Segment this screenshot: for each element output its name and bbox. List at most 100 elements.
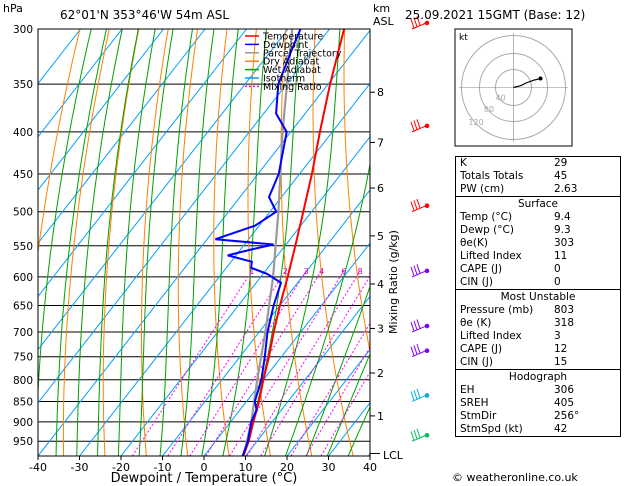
mixing-ratio-label: 10 xyxy=(368,267,378,276)
row-label: CAPE (J) xyxy=(460,343,503,355)
dewpoint-line xyxy=(215,29,302,456)
copyright: © weatheronline.co.uk xyxy=(452,471,578,484)
row-value: 9.4 xyxy=(554,211,571,223)
row-label: CAPE (J) xyxy=(460,263,503,275)
hodograph-ring-label: 120 xyxy=(468,118,483,127)
row-label: Totals Totals xyxy=(460,170,524,182)
most-unstable-rows: Pressure (mb) 803 θe (K) 318 Lifted Index 3 CA… xyxy=(456,304,620,369)
chart-grid xyxy=(38,29,370,456)
km-tick-label: 6 xyxy=(377,182,384,195)
row-value: 256° xyxy=(554,410,580,422)
row-value: 29 xyxy=(554,157,568,169)
pressure-tick-label: 700 xyxy=(13,327,33,339)
table-row: Lifted Index 3 xyxy=(456,330,620,343)
table-row: StmDir 256° xyxy=(456,410,620,423)
surface-rows: Temp (°C) 9.4 Dewp (°C) 9.3 θe(K) 303 Lifted I… xyxy=(456,211,620,289)
pressure-tick-label: 400 xyxy=(13,127,33,139)
wet-adiabat-line xyxy=(305,285,370,456)
mixing-ratio-line xyxy=(167,270,286,456)
row-label: CIN (J) xyxy=(460,356,493,368)
hodograph-point xyxy=(538,76,543,81)
table-row: CAPE (J) 0 xyxy=(456,263,620,276)
wind-barb xyxy=(410,264,430,278)
x-axis-label: Dewpoint / Temperature (°C) xyxy=(111,471,298,486)
table-row: Pressure (mb) 803 xyxy=(456,304,620,317)
wet-adiabat-line xyxy=(55,29,107,456)
km-tick-label: 2 xyxy=(377,367,384,380)
row-label: StmSpd (kt) xyxy=(460,423,523,435)
km-tick-label: 7 xyxy=(377,136,384,149)
legend-entry: Isotherm xyxy=(263,74,305,85)
isotherm-line xyxy=(120,135,370,456)
mixing-ratio-label: 1 xyxy=(249,267,254,276)
row-value: 11 xyxy=(554,250,568,262)
dry-adiabat-line xyxy=(177,29,199,456)
wind-barbs xyxy=(410,16,430,442)
pressure-tick-label: 600 xyxy=(13,272,33,284)
dry-adiabat-line xyxy=(38,29,81,257)
row-label: PW (cm) xyxy=(460,183,505,195)
table-row: Totals Totals 45 xyxy=(456,170,620,183)
pressure-tick-label: 300 xyxy=(13,24,33,36)
legend-entry: Dewpoint xyxy=(263,40,308,51)
dry-adiabat-line xyxy=(102,29,140,456)
wet-adiabat-line xyxy=(159,29,193,456)
table-row: Lifted Index 11 xyxy=(456,250,620,263)
dry-adiabat-line xyxy=(312,29,354,456)
hodograph-params-title: Hodograph xyxy=(456,369,620,384)
row-label: θe (K) xyxy=(460,317,492,329)
hodograph-ring-label: 80 xyxy=(484,105,494,114)
mixing-ratio-line xyxy=(131,270,253,456)
isotherm-line xyxy=(38,29,370,456)
temperature-tick-label: -30 xyxy=(71,461,89,474)
temperature-tick-label: 40 xyxy=(363,461,377,474)
row-value: 15 xyxy=(554,356,568,368)
temperature-tick-label: -20 xyxy=(112,461,130,474)
mixing-ratio-line xyxy=(189,270,307,456)
temperature-tick-label: -10 xyxy=(154,461,172,474)
wind-barb xyxy=(410,119,430,133)
asl-label: ASL xyxy=(373,15,395,28)
wind-barb xyxy=(410,343,430,358)
mixing-ratio-line xyxy=(305,346,370,456)
pressure-tick-label: 500 xyxy=(13,207,33,219)
hpa-label: hPa xyxy=(3,2,23,15)
legend-entry: Parcel Trajectory xyxy=(263,48,342,59)
temperature-tick-label: 20 xyxy=(280,461,294,474)
mixing-ratio-label: 3 xyxy=(304,267,309,276)
km-tick-label: 4 xyxy=(377,278,384,291)
row-label: EH xyxy=(460,384,475,396)
mixing-ratio-axis-label: Mixing Ratio (g/kg) xyxy=(387,230,400,334)
table-row: SREH 405 xyxy=(456,397,620,410)
parcel-trajectory-line xyxy=(243,29,294,454)
wet-adiabat-line xyxy=(76,29,123,456)
row-value: 303 xyxy=(554,237,575,249)
row-value: 318 xyxy=(554,317,575,329)
mixing-ratio-line xyxy=(260,275,370,456)
isotherm-line xyxy=(38,29,206,245)
pressure-tick-label: 900 xyxy=(13,417,33,429)
table-row: K 29 xyxy=(456,157,620,170)
dry-adiabat-line xyxy=(141,29,169,456)
lcl-label: LCL xyxy=(383,449,404,462)
isotherm-line xyxy=(245,295,370,456)
row-value: 306 xyxy=(554,384,575,396)
wind-barb xyxy=(410,319,430,333)
wet-adiabat-line xyxy=(117,29,156,456)
wind-barb xyxy=(410,428,430,442)
row-value: 2.63 xyxy=(554,183,578,195)
legend-entry: Mixing Ratio xyxy=(263,82,322,93)
isotherm-line xyxy=(286,348,370,456)
mixing-ratio-line xyxy=(290,322,370,456)
mixing-ratio-label: 6 xyxy=(341,267,346,276)
mixing-ratio-label: 4 xyxy=(319,267,324,276)
row-label: Lifted Index xyxy=(460,330,522,342)
row-value: 12 xyxy=(554,343,568,355)
table-row: EH 306 xyxy=(456,384,620,397)
wind-barb xyxy=(410,16,430,30)
location-title: 62°01'N 353°46'W 54m ASL xyxy=(60,8,229,22)
wind-barb xyxy=(410,198,430,213)
row-value: 45 xyxy=(554,170,568,182)
